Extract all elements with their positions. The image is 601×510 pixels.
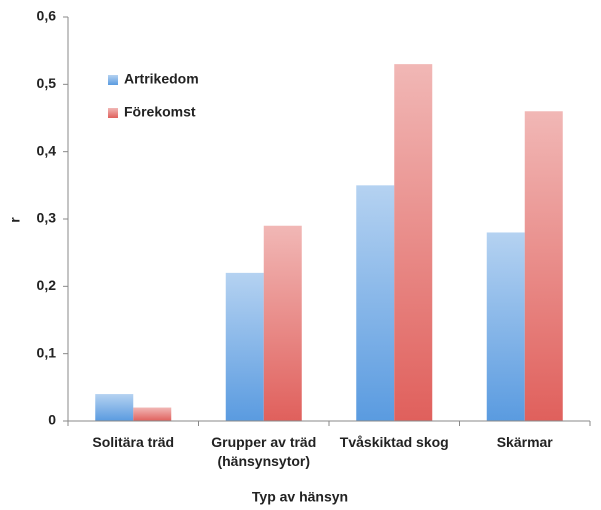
legend-label: Artrikedom: [124, 71, 199, 87]
legend-swatch: [108, 108, 118, 118]
x-tick-label: Solitära träd: [92, 434, 175, 450]
bar: [133, 407, 172, 421]
bar: [486, 232, 525, 421]
legend-swatch: [108, 75, 118, 85]
x-tick-label: Tvåskiktad skog: [339, 434, 449, 450]
bar: [225, 272, 264, 421]
bar: [263, 225, 302, 421]
bar: [95, 394, 134, 421]
y-tick-label: 0,6: [37, 8, 57, 24]
y-tick-label: 0,4: [37, 142, 57, 158]
y-tick-label: 0,1: [37, 344, 57, 360]
x-tick-label: Skärmar: [496, 434, 553, 450]
y-axis-label: r: [7, 217, 23, 223]
x-tick-label: Grupper av träd (hänsynsytor): [211, 434, 317, 469]
bar: [524, 111, 563, 422]
y-tick-label: 0,5: [37, 75, 57, 91]
legend-label: Förekomst: [124, 104, 196, 120]
y-tick-label: 0: [48, 412, 56, 428]
bar: [394, 64, 433, 421]
y-tick-label: 0,2: [37, 277, 57, 293]
x-axis-label: Typ av hänsyn: [252, 489, 348, 505]
bar: [356, 185, 395, 421]
y-tick-label: 0,3: [37, 210, 57, 226]
